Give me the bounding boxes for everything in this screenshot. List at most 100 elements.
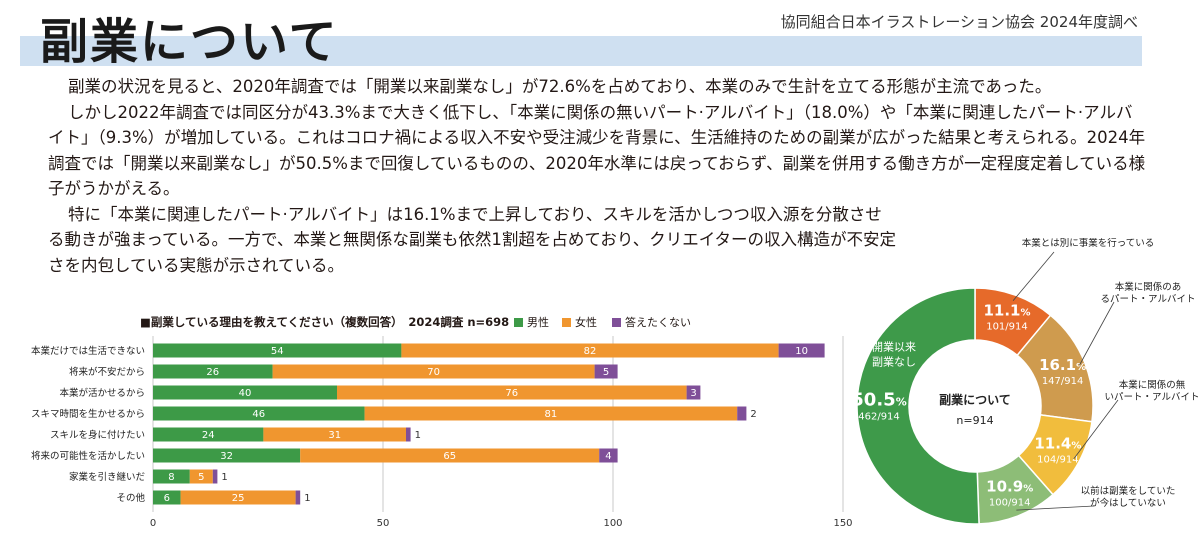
bar-segment xyxy=(263,427,406,442)
bar-value-label: 8 xyxy=(168,472,174,483)
bar-value-label: 1 xyxy=(415,430,421,441)
bar-value-label: 26 xyxy=(206,367,219,378)
legend-female-swatch xyxy=(562,317,571,327)
bar-value-label: 1 xyxy=(221,472,227,483)
bar-value-label: 4 xyxy=(605,451,611,462)
leader-line xyxy=(1012,251,1055,301)
legend-no-answer-label: 答えたくない xyxy=(625,316,691,329)
bar-value-label: 10 xyxy=(795,346,808,357)
bar-segment xyxy=(153,343,402,358)
bar-value-label: 70 xyxy=(427,367,440,378)
bar-segment xyxy=(153,490,181,505)
source-note: 協同組合日本イラストレーション協会 2024年度調べ xyxy=(780,13,1138,31)
category-label: 家業を引き継いだ xyxy=(69,471,146,483)
slice-count: 462/914 xyxy=(858,412,900,423)
title-band xyxy=(20,36,1142,66)
paragraph-2: しかし2022年調査では同区分が43.3%まで大きく低下し、「本業に関係の無いパ… xyxy=(48,102,1146,199)
bar-value-label: 82 xyxy=(584,346,597,357)
bar-value-label: 31 xyxy=(328,430,341,441)
body-text: 副業の状況を見ると、2020年調査では「開業以来副業なし」が72.6%を占めてお… xyxy=(48,74,1148,278)
slice-name-inner: 副業なし xyxy=(872,355,916,368)
slice-name-inner: 開業以来 xyxy=(872,340,916,353)
slice-outer-label: が今はしていない xyxy=(1090,497,1166,509)
legend-female-label: 女性 xyxy=(575,316,597,329)
page-title: 副業について xyxy=(40,14,339,70)
slice-percent: 16.1% xyxy=(1039,356,1086,374)
bar-value-label: 24 xyxy=(202,430,215,441)
slice-percent: 11.1% xyxy=(983,302,1030,320)
bar-value-label: 46 xyxy=(252,409,265,420)
bar-value-label: 65 xyxy=(443,451,456,462)
paragraph-3: 特に「本業に関連したパート·アルバイト」は16.1%まで上昇しており、スキルを活… xyxy=(48,204,897,275)
slice-count: 101/914 xyxy=(986,322,1028,333)
category-label: 将来の可能性を活かしたい xyxy=(31,450,145,462)
donut-center xyxy=(910,341,1040,471)
legend-no-answer: 答えたくない xyxy=(612,314,691,330)
slice-outer-label: いパート・アルバイト xyxy=(1105,392,1200,403)
bar-segment xyxy=(272,364,595,379)
bar-segment xyxy=(153,406,365,421)
legend-male: 男性 xyxy=(514,314,549,330)
bar-segment xyxy=(153,364,273,379)
leader-line xyxy=(1016,505,1095,511)
donut-slice xyxy=(856,287,980,525)
category-label: 本業が活かせるから xyxy=(59,387,145,399)
category-label: 将来が不安だから xyxy=(69,366,145,378)
bar-segment xyxy=(778,343,825,358)
legend-no-answer-swatch xyxy=(612,317,621,327)
bar-segment xyxy=(153,385,337,400)
bar-segment xyxy=(737,406,747,421)
slice-count: 104/914 xyxy=(1037,454,1079,465)
bar-segment xyxy=(189,469,213,484)
x-tick-label: 100 xyxy=(603,518,622,529)
bar-value-label: 54 xyxy=(271,346,284,357)
legend-female: 女性 xyxy=(562,314,597,330)
x-tick-label: 150 xyxy=(833,518,852,529)
slice-percent: 50.5% xyxy=(851,390,906,411)
slice-outer-label: 本業に関係のあ xyxy=(1115,281,1182,293)
bar-value-label: 2 xyxy=(750,409,756,420)
bar-value-label: 5 xyxy=(603,367,609,378)
bar-value-label: 1 xyxy=(304,493,310,504)
bar-segment xyxy=(686,385,701,400)
bar-value-label: 25 xyxy=(232,493,245,504)
bar-segment xyxy=(295,490,301,505)
slice-count: 100/914 xyxy=(989,497,1031,508)
bar-segment xyxy=(401,343,779,358)
category-label: 本業だけでは生活できない xyxy=(31,345,145,357)
bar-segment xyxy=(300,448,600,463)
paragraph-1: 副業の状況を見ると、2020年調査では「開業以来副業なし」が72.6%を占めてお… xyxy=(68,77,1052,96)
bar-value-label: 76 xyxy=(505,388,518,399)
bar-value-label: 5 xyxy=(198,472,204,483)
slice-count: 147/914 xyxy=(1042,376,1084,387)
bar-segment xyxy=(153,469,190,484)
donut-center-title: 副業について xyxy=(939,392,1011,407)
bar-chart-title: ■副業している理由を教えてください（複数回答） 2024調査 n=698 xyxy=(140,315,510,329)
donut-center-n: n=914 xyxy=(956,414,993,427)
slice-outer-label: 以前は副業をしていた xyxy=(1081,485,1176,497)
x-tick-label: 0 xyxy=(150,518,156,529)
bar-value-label: 6 xyxy=(164,493,170,504)
category-label: その他 xyxy=(116,492,145,504)
bar-value-label: 40 xyxy=(239,388,252,399)
leader-line xyxy=(1073,399,1119,460)
legend-male-label: 男性 xyxy=(527,316,549,329)
leader-line xyxy=(1079,301,1115,366)
bar-value-label: 81 xyxy=(545,409,558,420)
bar-segment xyxy=(594,364,618,379)
slice-percent: 10.9% xyxy=(986,477,1033,495)
slice-outer-label: 本業に関係の無 xyxy=(1119,379,1186,391)
category-label: スキマ時間を生かせるから xyxy=(31,408,145,420)
donut-chart: 副業について n=914 11.1% 101/914 16.1% 147/914 11.4%… xyxy=(851,238,1200,525)
bar-segment xyxy=(153,427,264,442)
legend-male-swatch xyxy=(514,317,523,327)
slice-outer-label: るパート・アルバイト xyxy=(1101,294,1196,305)
bar-segment xyxy=(406,427,411,442)
bar-value-label: 3 xyxy=(690,388,696,399)
slice-outer-label: 本業とは別に事業を行っている xyxy=(1022,238,1155,249)
slice-percent: 11.4% xyxy=(1034,434,1081,452)
category-label: スキルを身に付けたい xyxy=(50,429,145,441)
x-tick-label: 50 xyxy=(377,518,390,529)
bar-segment xyxy=(212,469,218,484)
